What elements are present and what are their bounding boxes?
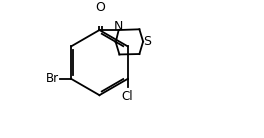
Text: Cl: Cl — [122, 90, 133, 103]
Text: O: O — [96, 1, 105, 14]
Text: S: S — [143, 35, 151, 48]
Text: Br: Br — [46, 72, 59, 85]
Text: N: N — [114, 20, 123, 33]
